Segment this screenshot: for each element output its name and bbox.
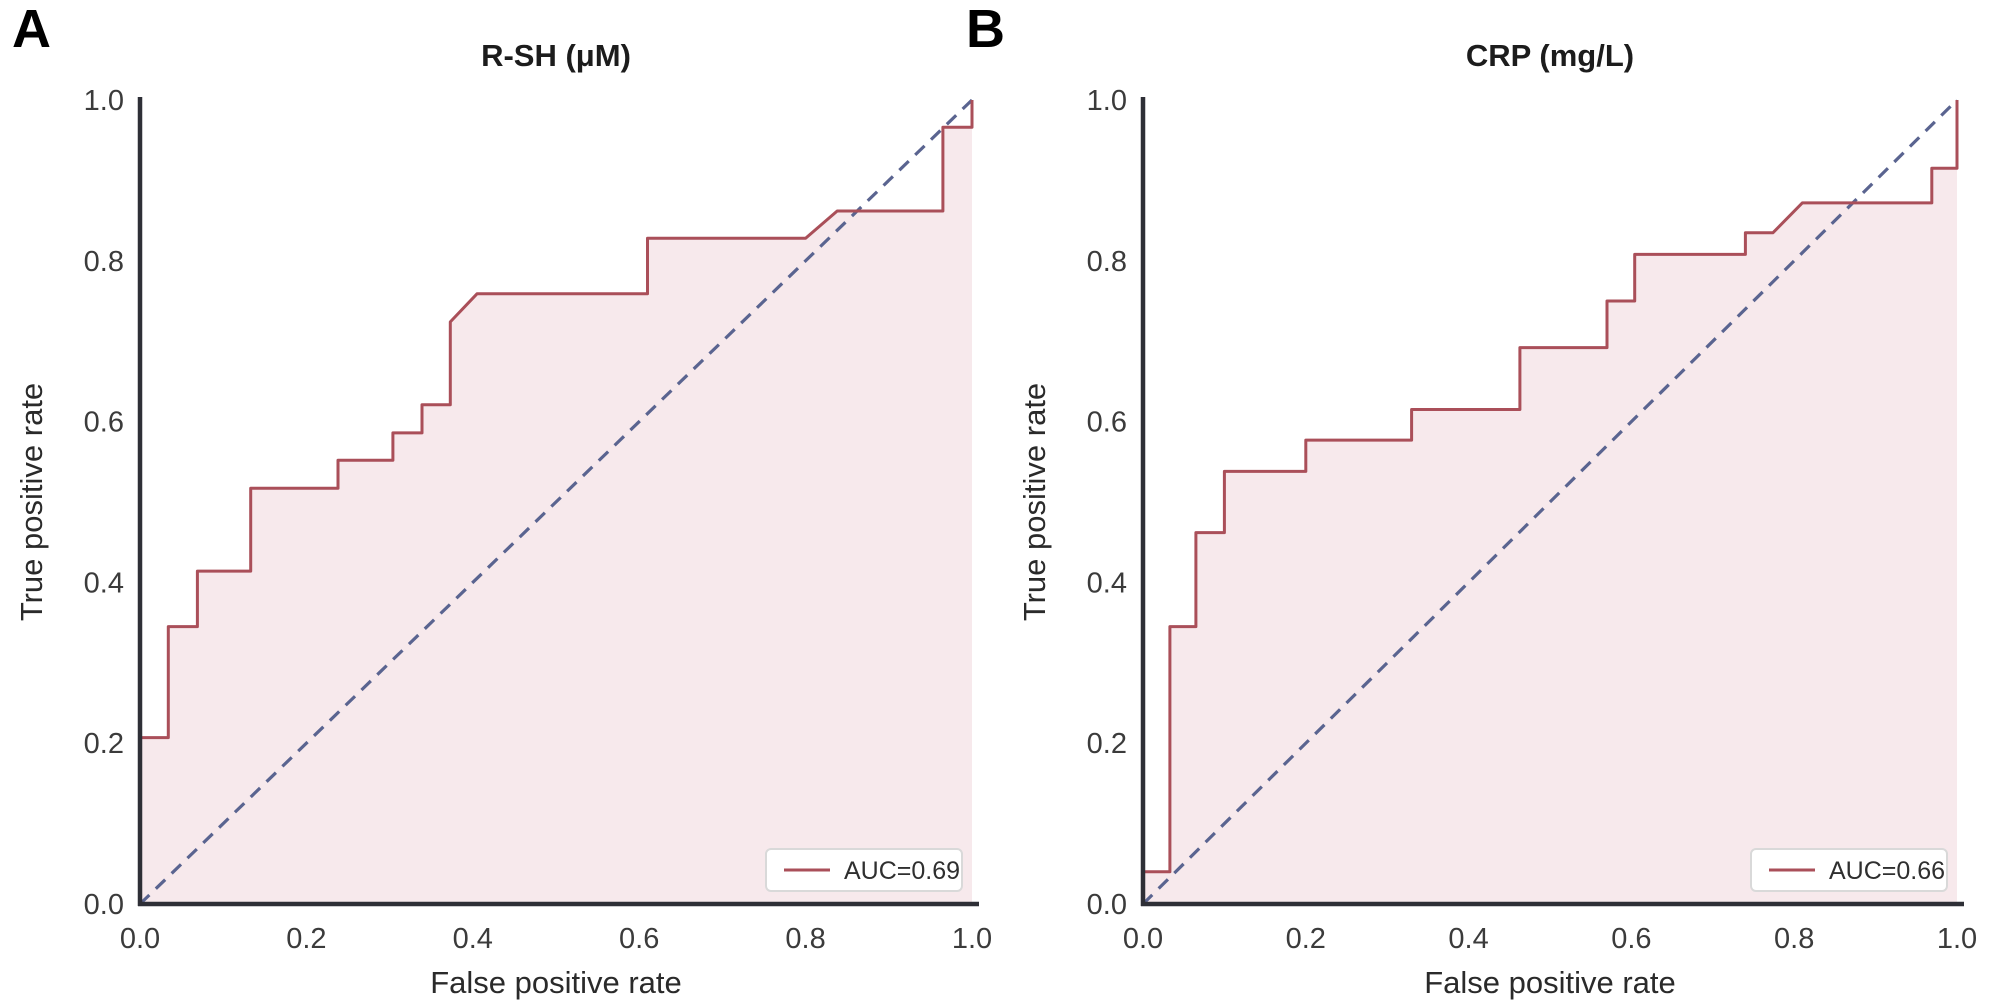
x-tick-label: 0.8 bbox=[1774, 923, 1814, 955]
y-tick-label: 0.4 bbox=[1087, 567, 1127, 599]
y-tick-label: 0.4 bbox=[84, 567, 124, 599]
y-tick-label: 0.6 bbox=[1087, 407, 1127, 439]
panel-a-letter: A bbox=[12, 0, 51, 59]
roc-curve bbox=[1141, 100, 1959, 904]
roc-curve bbox=[138, 100, 974, 904]
x-tick-label: 0.4 bbox=[453, 923, 493, 955]
x-tick-label: 0.6 bbox=[1611, 923, 1651, 955]
panel-b-letter: B bbox=[966, 0, 1005, 59]
x-tick-label: 0.2 bbox=[1286, 923, 1326, 955]
y-tick-label: 0.6 bbox=[84, 407, 124, 439]
x-tick-label: 1.0 bbox=[1937, 923, 1977, 955]
x-tick-label: 1.0 bbox=[952, 923, 992, 955]
y-tick-label: 1.0 bbox=[84, 85, 124, 117]
chance-diagonal-line bbox=[138, 98, 974, 906]
chance-diagonal-line bbox=[1141, 98, 1959, 906]
legend: AUC=0.69 bbox=[765, 848, 963, 892]
legend-auc-label: AUC=0.69 bbox=[844, 857, 960, 885]
y-tick-label: 0.0 bbox=[84, 889, 124, 921]
legend-box bbox=[1750, 848, 1948, 892]
y-axis-label: True positive rate bbox=[14, 383, 49, 621]
x-tick-label: 0.4 bbox=[1448, 923, 1488, 955]
legend-box bbox=[765, 848, 963, 892]
x-tick-label: 0.6 bbox=[619, 923, 659, 955]
x-tick-label: 0.8 bbox=[785, 923, 825, 955]
roc-panel-a: 0.0 0.2 0.4 0.6 0.8 1.0 0.0 0.2 0.4 0.6 0.8 1.0 R-SH… bbox=[14, 38, 992, 1000]
y-tick-label: 0.2 bbox=[1087, 728, 1127, 760]
y-tick-label: 1.0 bbox=[1087, 85, 1127, 117]
y-tick-label: 0.0 bbox=[1087, 889, 1127, 921]
y-tick-label: 0.8 bbox=[84, 246, 124, 278]
y-tick-label: 0.8 bbox=[1087, 246, 1127, 278]
x-tick-label: 0.2 bbox=[286, 923, 326, 955]
y-axis-label: True positive rate bbox=[1017, 383, 1052, 621]
x-tick-label: 0.0 bbox=[1123, 923, 1163, 955]
x-tick-label: 0.0 bbox=[120, 923, 160, 955]
chart-title: R-SH (μM) bbox=[481, 38, 631, 73]
legend-auc-label: AUC=0.66 bbox=[1829, 857, 1945, 885]
y-tick-label: 0.2 bbox=[84, 728, 124, 760]
legend: AUC=0.66 bbox=[1750, 848, 1948, 892]
roc-panel-b: 0.0 0.2 0.4 0.6 0.8 1.0 0.0 0.2 0.4 0.6 0.8 1.0 CRP … bbox=[1017, 38, 1977, 1000]
chart-title: CRP (mg/L) bbox=[1466, 38, 1634, 73]
x-axis-label: False positive rate bbox=[1424, 965, 1676, 1000]
x-axis-label: False positive rate bbox=[430, 965, 682, 1000]
